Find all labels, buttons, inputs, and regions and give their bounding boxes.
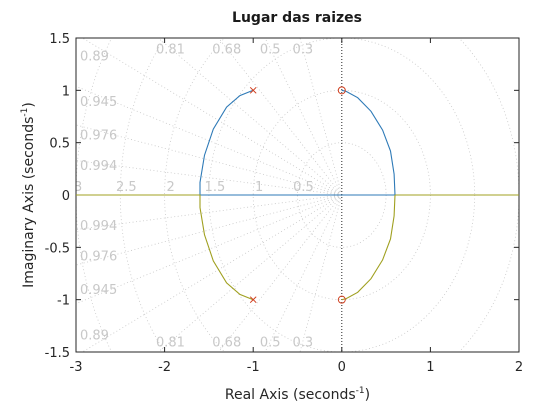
wn-label: 2	[166, 180, 174, 195]
damping-ray	[76, 194, 342, 266]
chart-title: Lugar das raizes	[232, 10, 362, 26]
y-tick-label: 1	[62, 84, 70, 99]
damping-label: 0.994	[80, 219, 117, 234]
damping-ray	[264, 38, 343, 196]
y-tick-label: 1.5	[49, 32, 70, 47]
x-tick-label: -2	[158, 360, 171, 375]
y-axis-label-exp: -1	[20, 108, 30, 117]
damping-label: 0.976	[80, 250, 117, 265]
damping-label: 0.68	[212, 336, 241, 351]
wn-circle	[76, 38, 113, 352]
x-axis-label-main: Real Axis (seconds	[225, 387, 356, 403]
x-axis-label: Real Axis (seconds-1)	[225, 386, 370, 403]
damping-label: 0.81	[156, 42, 185, 57]
zero-marker	[337, 86, 346, 95]
y-tick-label: -1	[57, 294, 70, 309]
damping-label: 0.89	[80, 328, 109, 343]
damping-label: 0.5	[260, 42, 281, 57]
wn-label: 2.5	[116, 180, 137, 195]
locus-branch	[76, 194, 254, 301]
damping-ray	[157, 194, 343, 352]
damping-label: 0.81	[156, 336, 185, 351]
x-tick-label: -1	[247, 360, 260, 375]
locus-branch	[199, 89, 395, 196]
y-tick-label: -0.5	[45, 241, 70, 256]
x-tick-label: -3	[70, 360, 83, 375]
wn-circle	[119, 38, 519, 352]
y-axis-label-close: )	[21, 102, 37, 107]
axis-ticks-layer: -3 -2 -1 0 1 2 -1.5 -1 -0.5 0 0.5 1 1.5	[45, 32, 524, 375]
pole-marker	[249, 296, 257, 304]
wn-label: 1.5	[205, 180, 226, 195]
damping-ray	[218, 194, 343, 352]
x-tick-label: 1	[426, 360, 434, 375]
y-tick-label: 0.5	[49, 137, 70, 152]
damping-label: 0.89	[80, 50, 109, 65]
x-tick-label: 2	[515, 360, 523, 375]
damping-label: 0.976	[80, 128, 117, 143]
damping-ray	[76, 194, 342, 230]
damping-ray	[264, 194, 343, 352]
damping-ray	[218, 38, 343, 196]
damping-label: 0.3	[292, 336, 313, 351]
y-tick-label: -1.5	[45, 346, 70, 361]
damping-label: 0.3	[292, 42, 313, 57]
locus-branch	[341, 89, 396, 196]
y-axis-label-main: Imaginary Axis (seconds	[21, 117, 37, 288]
pole-marker	[249, 86, 257, 94]
damping-label: 0.945	[80, 283, 117, 298]
wn-label: 0.5	[293, 180, 314, 195]
damping-ray	[81, 38, 343, 196]
damping-ray	[81, 194, 343, 352]
damping-grid-layer: 0.5 1 1.5 2 2.5 3 0.3 0.3 0.5 0.5 0.68 0.68 0.81 0.81…	[74, 38, 519, 352]
x-axis-label-close: )	[365, 387, 370, 403]
wn-label: 3	[74, 180, 82, 195]
damping-label: 0.5	[260, 336, 281, 351]
poles-zeros-layer	[249, 86, 346, 304]
locus-branches-layer	[76, 89, 519, 301]
damping-ray	[157, 38, 343, 196]
y-tick-label: 0	[62, 189, 70, 204]
damping-ray	[76, 160, 342, 196]
damping-label: 0.945	[80, 95, 117, 110]
damping-label: 0.994	[80, 159, 117, 174]
x-axis-label-exp: -1	[356, 386, 365, 396]
y-axis-label: Imaginary Axis (seconds-1)	[20, 102, 37, 288]
damping-label: 0.68	[212, 42, 241, 57]
zero-marker	[337, 295, 346, 304]
x-tick-label: 0	[338, 360, 346, 375]
wn-label: 1	[255, 180, 263, 195]
locus-branch	[341, 194, 396, 301]
